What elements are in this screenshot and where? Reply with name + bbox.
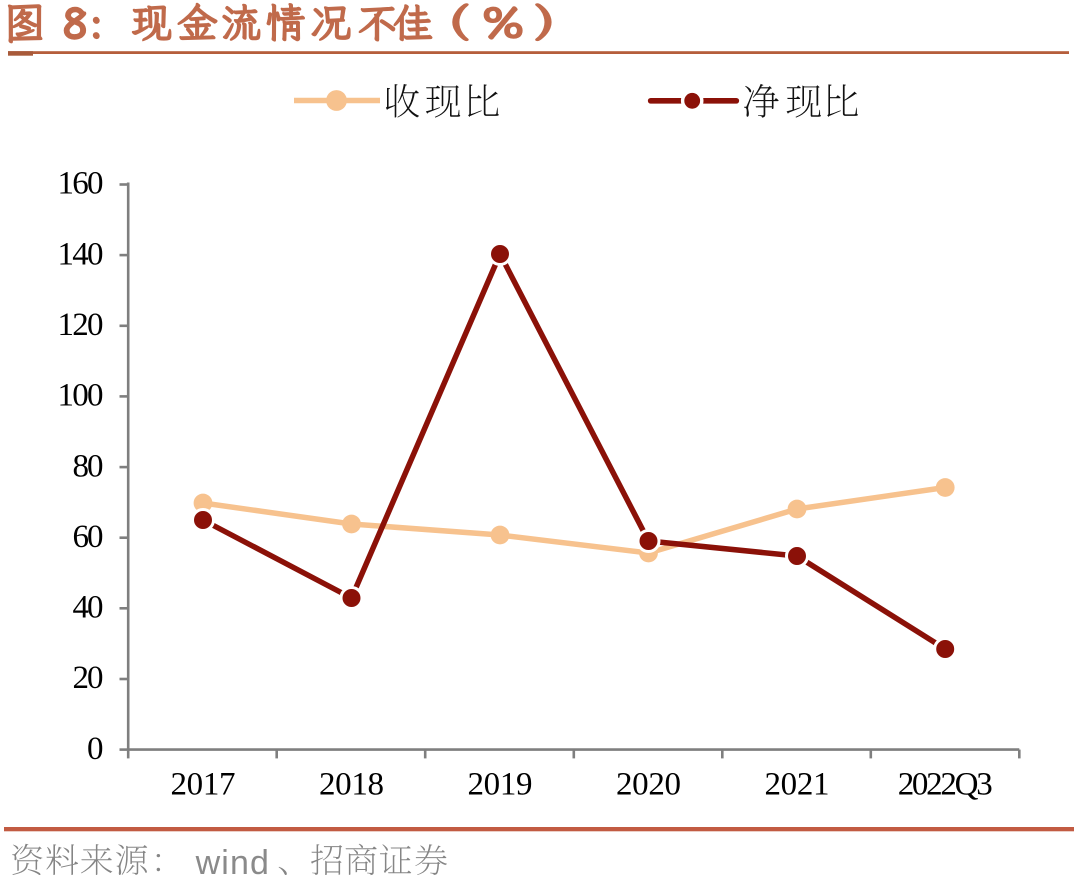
svg-text:120: 120 <box>58 307 104 343</box>
svg-text:2022Q3: 2022Q3 <box>898 767 993 803</box>
svg-text:100: 100 <box>58 378 104 414</box>
svg-text:160: 160 <box>58 166 104 202</box>
svg-text:80: 80 <box>73 448 104 484</box>
svg-text:2017: 2017 <box>171 767 236 803</box>
svg-text:0: 0 <box>87 731 104 767</box>
svg-text:wind: wind <box>195 844 269 882</box>
svg-text:40: 40 <box>73 590 104 626</box>
svg-text:20: 20 <box>73 660 104 696</box>
svg-text:2021: 2021 <box>765 767 830 803</box>
svg-text:2020: 2020 <box>616 767 681 803</box>
svg-text:2018: 2018 <box>319 767 384 803</box>
svg-text:2019: 2019 <box>468 767 533 803</box>
svg-text:60: 60 <box>73 519 104 555</box>
svg-text:140: 140 <box>58 236 104 272</box>
